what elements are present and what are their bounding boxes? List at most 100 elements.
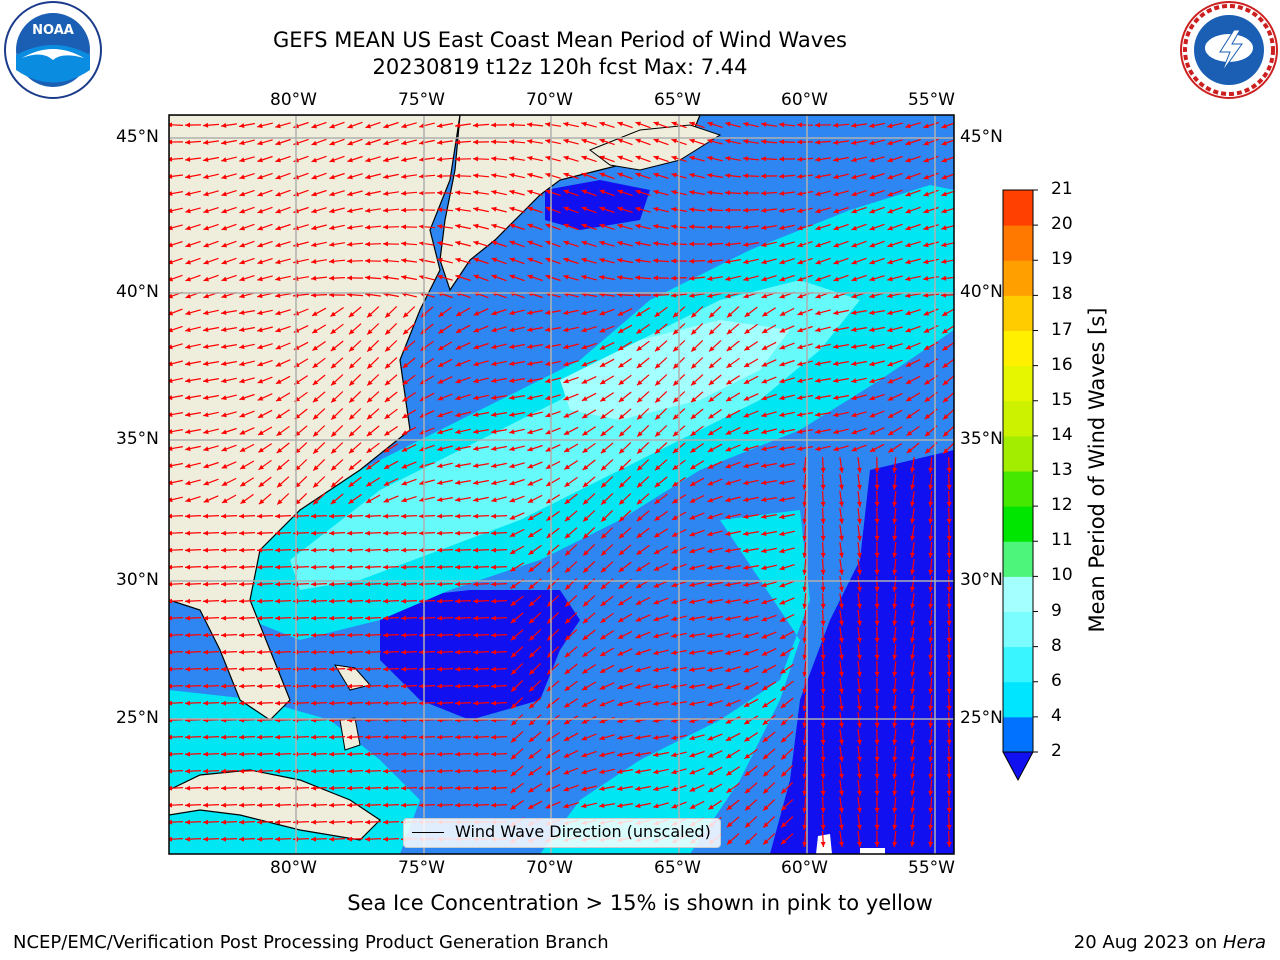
wind-wave-arrowhead (365, 191, 371, 197)
wind-wave-arrowhead (761, 122, 767, 127)
lon-label-bottom: 65°W (654, 858, 701, 878)
wind-wave-arrowhead (331, 431, 337, 437)
wind-wave-arrowhead (527, 446, 533, 452)
wind-wave-arrowhead (437, 446, 443, 452)
wind-wave-arrowhead (203, 429, 209, 435)
wind-wave-arrowhead (779, 497, 785, 502)
wind-wave-arrowhead (797, 378, 803, 384)
wind-wave-arrowhead (797, 344, 803, 350)
wind-wave-arrowhead (761, 190, 767, 196)
wind-wave-arrowhead (761, 156, 767, 162)
wind-wave-arrowhead (761, 497, 767, 502)
wind-wave-arrowhead (563, 803, 569, 809)
wind-wave-arrowhead (707, 480, 714, 486)
wind-wave-arrowhead (833, 429, 839, 435)
wind-wave-arrowhead (761, 514, 767, 519)
wind-wave-arrowhead (946, 722, 952, 728)
wind-wave-arrowhead (761, 276, 767, 282)
wind-wave-arrowhead (653, 292, 659, 298)
wind-wave-arrowhead (438, 328, 444, 334)
wind-wave-arrowhead (761, 362, 768, 367)
wind-wave-arrowhead (851, 327, 857, 332)
wind-wave-arrowhead (329, 225, 335, 231)
wind-wave-arrowhead (385, 380, 391, 386)
wind-wave-arrowhead (802, 552, 808, 558)
footer-host: Hera (1222, 932, 1266, 953)
wind-wave-arrowhead (365, 615, 371, 621)
wind-wave-arrowhead (203, 530, 209, 536)
wind-wave-arrowhead (473, 139, 478, 145)
wind-wave-arrowhead (708, 413, 714, 419)
wind-wave-arrowhead (365, 174, 371, 180)
wind-wave-arrowhead (528, 804, 534, 809)
wind-wave-arrowhead (635, 138, 641, 144)
wind-wave-arrowhead (869, 447, 876, 452)
wind-wave-arrowhead (928, 552, 934, 558)
colorbar-segment (1003, 471, 1033, 507)
wind-wave-arrowhead (203, 293, 209, 299)
wind-wave-arrowhead (892, 518, 898, 524)
wind-wave-arrowhead (887, 361, 893, 367)
wind-wave-arrowhead (653, 155, 659, 161)
wind-wave-arrowhead (311, 157, 317, 163)
wind-wave-arrowhead (689, 498, 696, 503)
wind-wave-arrowhead (943, 397, 949, 403)
wind-wave-arrowhead (509, 463, 515, 469)
wind-wave-arrowhead (402, 430, 408, 435)
wind-wave-arrowhead (491, 173, 497, 178)
wind-wave-arrowhead (833, 208, 839, 214)
wind-wave-arrowhead (869, 276, 875, 282)
colorbar-tick-label: 19 (1051, 249, 1073, 270)
wind-wave-arrowhead (946, 484, 952, 490)
wind-wave-arrowhead (946, 671, 952, 677)
wind-wave-arrowhead (671, 769, 677, 775)
wind-wave-arrowhead (203, 683, 209, 689)
wind-wave-arrowhead (744, 736, 750, 742)
lon-label-top: 70°W (526, 90, 573, 110)
wind-wave-arrowhead (653, 616, 659, 622)
wind-wave-arrowhead (545, 138, 551, 144)
wind-wave-arrowhead (275, 362, 282, 367)
wind-wave-arrowhead (311, 785, 317, 791)
wind-wave-arrowhead (779, 242, 785, 248)
wind-wave-arrowhead (527, 412, 533, 418)
wind-wave-arrowhead (905, 140, 911, 146)
wind-wave-arrowhead (635, 769, 641, 774)
wind-wave-arrowhead (838, 807, 844, 813)
wind-wave-arrowhead (491, 581, 497, 587)
wind-wave-arrowhead (833, 157, 839, 162)
colorbar-tick-label: 2 (1051, 741, 1062, 761)
wind-wave-arrowhead (779, 225, 785, 231)
wind-wave-arrowhead (275, 225, 281, 231)
wind-wave-arrowhead (329, 581, 335, 587)
wind-wave-arrowhead (653, 803, 659, 809)
wind-wave-arrowhead (725, 430, 732, 435)
wind-wave-arrowhead (277, 499, 283, 505)
wind-wave-arrowhead (689, 138, 695, 144)
wind-wave-arrowhead (275, 700, 281, 706)
wind-wave-arrowhead (257, 666, 263, 672)
wind-wave-arrowhead (347, 241, 353, 247)
wind-wave-arrowhead (419, 700, 425, 706)
wind-wave-arrowhead (437, 362, 444, 367)
wind-wave-arrowhead (203, 191, 209, 197)
wind-wave-arrowhead (671, 172, 677, 178)
wind-wave-arrowhead (169, 649, 173, 655)
wind-wave-arrowhead (169, 564, 173, 570)
wind-wave-arrowhead (833, 361, 839, 366)
wind-wave-arrowhead (654, 515, 660, 521)
wind-wave-arrowhead (941, 157, 947, 163)
wind-wave-arrowhead (869, 225, 875, 231)
wind-wave-arrowhead (275, 785, 281, 791)
wind-wave-arrowhead (838, 756, 844, 762)
wind-wave-arrowhead (582, 618, 589, 624)
wind-wave-arrowhead (257, 310, 263, 316)
wind-wave-arrowhead (673, 363, 679, 369)
wind-wave-arrowhead (635, 121, 641, 127)
wind-wave-arrowhead (349, 329, 355, 335)
wind-wave-arrowhead (239, 819, 245, 825)
wind-wave-arrowhead (581, 223, 587, 229)
wind-wave-arrowhead (802, 773, 808, 779)
wind-wave-arrowhead (820, 654, 826, 660)
wind-wave-arrowhead (509, 274, 515, 280)
